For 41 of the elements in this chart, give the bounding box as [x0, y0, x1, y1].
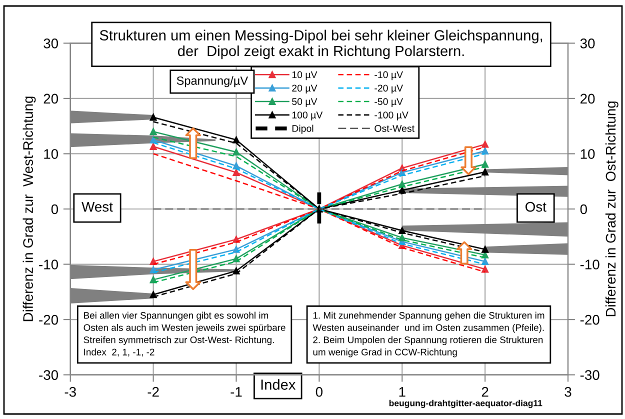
y-tick-label: 30 — [44, 38, 58, 48]
y-tick-label: -30 — [39, 370, 58, 380]
y2-tick-label: 10 — [580, 149, 595, 159]
y2-tick-label: -10 — [580, 260, 600, 270]
x-tick-label: -3 — [64, 386, 76, 397]
y-tick-label: 20 — [44, 94, 58, 104]
x-tick-label: -2 — [148, 386, 159, 397]
x-tick-label: 3 — [564, 386, 572, 397]
annotation: West — [82, 202, 113, 212]
y2-tick-label: 20 — [580, 94, 595, 104]
y2-tick-label: -20 — [580, 314, 600, 325]
y2-axis-title: Differenz in Grad zur Ost-Richtung — [605, 102, 618, 316]
legend-label: -50 µV — [374, 98, 403, 107]
annotation: Bei allen vier Spannungen gibt es sowohl im Osten als auch im Westen jeweils zwei spürbare Streifen symmetrisch zur Ost-West- Richtung. Index 2, 1, -1, -2 — [84, 312, 286, 357]
legend-label: 10 µV — [292, 71, 318, 80]
legend-label: -20 µV — [374, 84, 403, 94]
y2-tick-label: 30 — [580, 38, 595, 48]
legend-label: -100 µV — [374, 112, 408, 120]
chart-title: Strukturen um einen Messing-Dipol bei sehr kleiner Gleichspannung, der Dipol zeigt exakt in Richtung Polarstern. — [100, 30, 542, 60]
x-tick-label: -1 — [230, 387, 242, 397]
y-axis-title: Differenz in Grad zur West-Richtung — [22, 96, 36, 322]
y-tick-label: 0 — [51, 204, 58, 214]
legend-label: 20 µV — [292, 84, 318, 94]
legend-label: Dipol — [292, 124, 314, 134]
x-tick-label: 1 — [399, 387, 406, 397]
x-axis-title: Index — [261, 379, 296, 390]
legend-title: Spannung/µV — [176, 76, 248, 88]
y2-tick-label: -30 — [580, 370, 600, 380]
text: beugung-drahtgitter-aequator-diag11 — [389, 400, 542, 408]
annotation: 1. Mit zunehmender Spannung gehen die Strukturen im Westen auseinander und im Osten zusammen (Pfeile). 2. Beim Umpolen der Spannung rotieren die Strukturen um wenige Grad in CCW-Richtung — [312, 312, 544, 358]
legend-label: Ost-West — [374, 125, 414, 132]
y-tick-label: -20 — [39, 314, 58, 325]
y-tick-label: 10 — [44, 149, 58, 159]
y-tick-label: -10 — [39, 260, 58, 270]
annotation: Ost — [526, 202, 546, 212]
legend-label: 100 µV — [292, 112, 323, 120]
y2-tick-label: 0 — [580, 204, 587, 214]
x-tick-label: 2 — [482, 386, 488, 397]
legend-label: 50 µV — [292, 98, 318, 107]
legend-label: -10 µV — [374, 71, 403, 80]
x-tick-label: 0 — [316, 386, 323, 397]
